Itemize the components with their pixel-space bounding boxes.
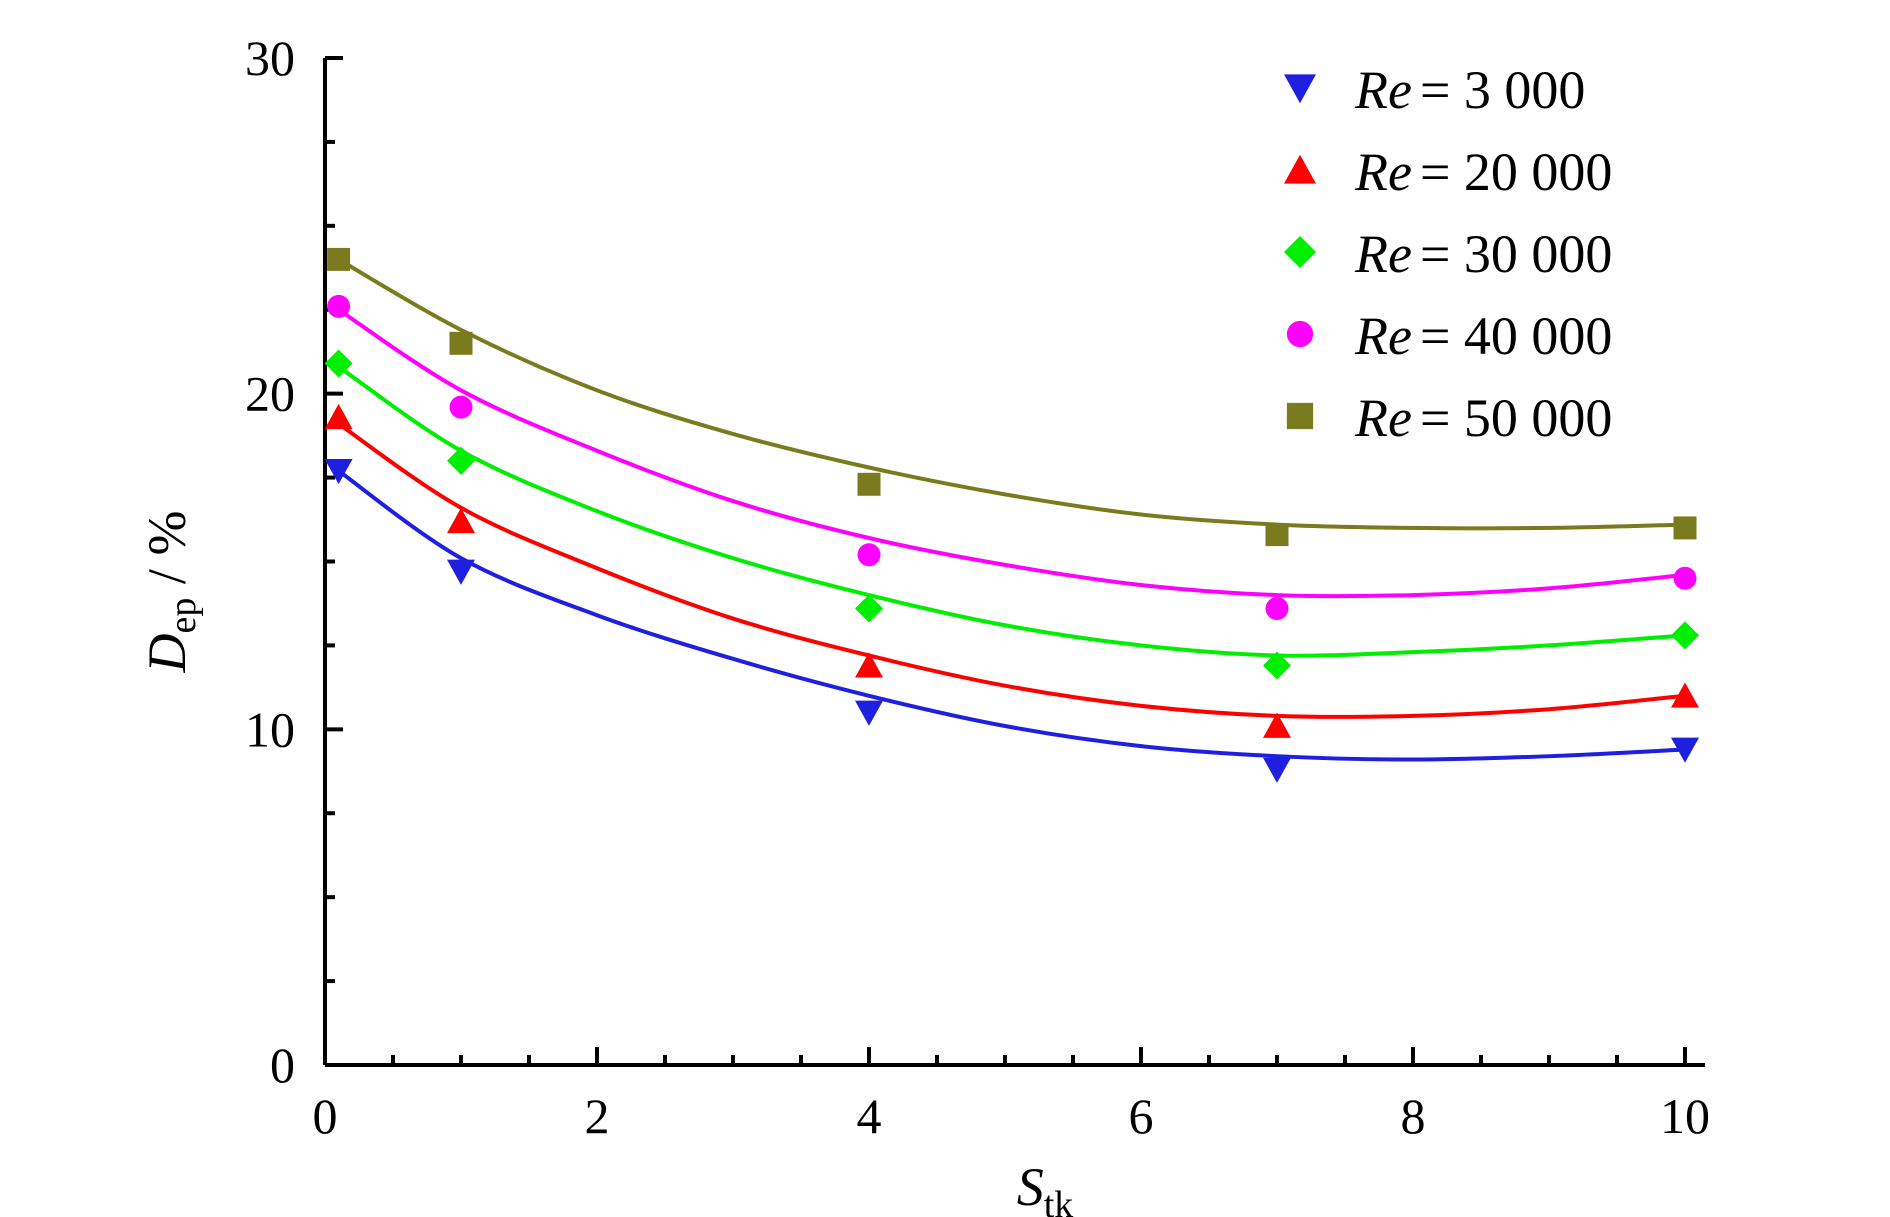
legend-label-prefix: Re (1354, 224, 1412, 284)
marker-diamond (447, 446, 475, 475)
marker-square (327, 247, 351, 271)
marker-circle (1286, 320, 1314, 348)
marker-triangle-up (1263, 712, 1291, 738)
y-axis-title-sub: ep (162, 598, 204, 634)
marker-triangle-down (855, 700, 883, 726)
legend-label-prefix: Re (1354, 388, 1412, 448)
legend-label-value: = 40 000 (1420, 306, 1612, 366)
x-tick-label: 6 (1129, 1088, 1154, 1144)
y-tick-label: 0 (270, 1037, 295, 1093)
marker-square (449, 331, 473, 355)
marker-triangle-up (447, 507, 475, 534)
marker-diamond (1284, 236, 1316, 268)
marker-triangle-up (324, 403, 353, 430)
axis-ticks (323, 56, 1687, 1067)
marker-circle (449, 395, 473, 419)
legend-label-prefix: Re (1354, 142, 1412, 202)
marker-triangle-up (1284, 154, 1316, 184)
legend-label-value: = 50 000 (1420, 388, 1612, 448)
marker-square (1673, 516, 1697, 540)
legend-label: Re = 3 000 (1354, 60, 1585, 120)
y-tick-label: 20 (245, 366, 295, 422)
x-tick-label: 10 (1660, 1088, 1710, 1144)
x-tick-label: 0 (313, 1088, 338, 1144)
x-axis-title: Stk (1017, 1157, 1074, 1217)
legend-label: Re = 30 000 (1354, 224, 1612, 284)
fit-curve-0 (337, 469, 1686, 762)
legend-label: Re = 50 000 (1354, 388, 1612, 448)
marker-square (1265, 523, 1289, 547)
marker-triangle-down (1284, 74, 1316, 104)
marker-circle (1673, 566, 1697, 590)
marker-diamond (855, 594, 883, 623)
legend-label-prefix: Re (1354, 306, 1412, 366)
fit-curve-4 (337, 257, 1686, 531)
y-tick-label: 30 (245, 30, 295, 86)
marker-circle (327, 294, 351, 318)
marker-triangle-down (1671, 737, 1699, 763)
marker-triangle-down (324, 458, 353, 485)
marker-triangle-up (1671, 682, 1699, 708)
x-tick-label: 8 (1401, 1088, 1426, 1144)
marker-diamond (1263, 651, 1291, 680)
marker-circle (857, 543, 881, 567)
legend-label-value: = 3 000 (1420, 60, 1585, 120)
fit-curve-2 (337, 365, 1686, 658)
x-axis-title-sub: tk (1044, 1184, 1074, 1217)
fit-curve-1 (337, 422, 1686, 719)
y-tick-label: 10 (245, 701, 295, 757)
legend-label: Re = 40 000 (1354, 306, 1612, 366)
legend-label-value: = 20 000 (1420, 142, 1612, 202)
legend-label-value: = 30 000 (1420, 224, 1612, 284)
x-tick-label: 4 (857, 1088, 882, 1144)
marker-triangle-down (1263, 757, 1291, 783)
marker-diamond (324, 349, 353, 378)
x-axis-title-main: S (1017, 1157, 1044, 1217)
marker-diamond (1671, 621, 1699, 650)
legend-label: Re = 20 000 (1354, 142, 1612, 202)
marker-square (1286, 402, 1314, 430)
x-tick-label: 2 (585, 1088, 610, 1144)
marker-square (857, 472, 881, 496)
axis-tick-labels: 0 2 4 6 8 10 0 10 20 30 (245, 30, 1710, 1144)
data-points (324, 247, 1699, 783)
fit-curve-3 (337, 308, 1686, 599)
marker-triangle-up (855, 652, 883, 678)
y-axis-title-main: D (137, 633, 197, 673)
legend-label-prefix: Re (1354, 60, 1412, 120)
y-axis-title: Dep / % (137, 511, 204, 674)
fit-curves (337, 257, 1686, 762)
marker-triangle-down (447, 559, 475, 585)
chart-axes (323, 58, 1705, 1067)
marker-circle (1265, 597, 1289, 620)
y-axis-title-unit: / % (137, 511, 197, 598)
